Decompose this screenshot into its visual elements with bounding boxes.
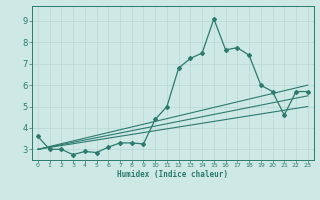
X-axis label: Humidex (Indice chaleur): Humidex (Indice chaleur) (117, 170, 228, 179)
